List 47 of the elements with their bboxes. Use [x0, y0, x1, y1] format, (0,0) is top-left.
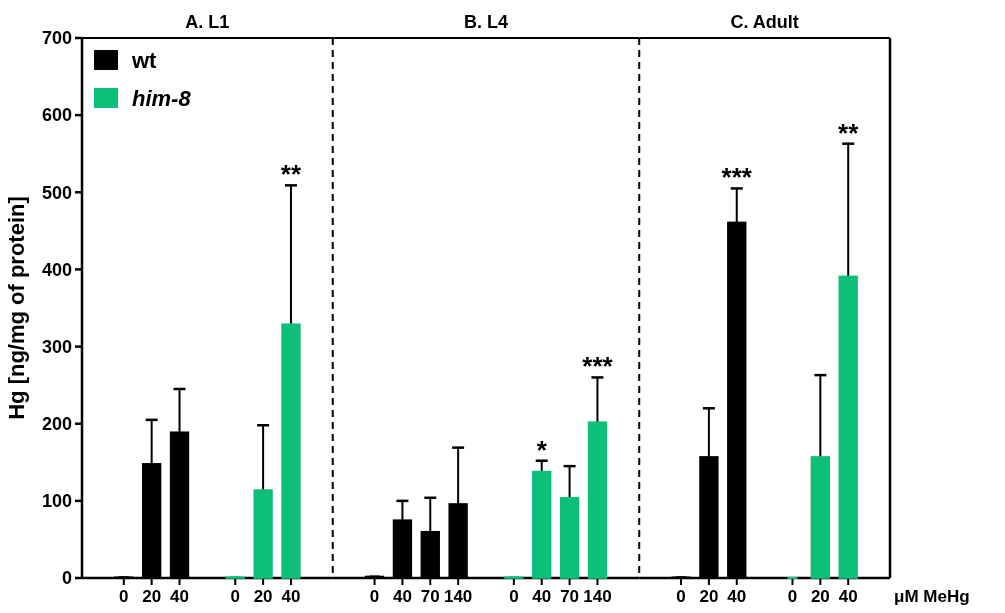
x-tick-label: 40 [727, 587, 747, 606]
bar [253, 489, 273, 579]
legend-label: him-8 [132, 85, 192, 111]
x-axis-title: μM MeHg [894, 587, 970, 606]
y-tick-label: 500 [41, 182, 72, 203]
x-tick-label: 0 [509, 587, 519, 606]
x-tick-label: 0 [369, 587, 380, 606]
y-tick-label: 300 [41, 336, 72, 357]
data-label: * [536, 434, 548, 465]
x-tick-label: 40 [838, 587, 858, 606]
y-tick-label: 100 [41, 491, 72, 512]
bar [810, 456, 831, 579]
data-label: *** [721, 162, 753, 193]
x-tick-label: 20 [699, 587, 719, 606]
y-tick-label: 600 [41, 105, 72, 126]
x-tick-label: 20 [810, 587, 830, 606]
chart-title: B. L4 [463, 12, 509, 32]
x-tick-label: 70 [560, 587, 580, 606]
x-tick-label: 20 [253, 587, 273, 606]
bar [587, 421, 608, 579]
x-tick-label: 40 [281, 587, 301, 606]
x-tick-label: 0 [676, 587, 686, 606]
chart-title: A. L1 [185, 12, 230, 32]
annotation: ** [280, 159, 302, 190]
bar [281, 323, 301, 579]
x-tick-label: 0 [787, 587, 798, 606]
x-tick-label: 0 [230, 587, 240, 606]
y-tick-label: 200 [41, 414, 72, 435]
chart-title: C. Adult [730, 12, 799, 32]
y-tick-label: 400 [41, 259, 72, 280]
legend-label: wt [131, 47, 158, 73]
x-tick-label: 40 [532, 587, 552, 606]
annotation: ** [838, 117, 860, 148]
x-tick-label: 140 [443, 587, 473, 606]
x-tick-label: 20 [142, 587, 162, 606]
bar [838, 275, 858, 579]
bar [559, 497, 580, 579]
x-tick-label: 140 [583, 587, 612, 606]
x-tick-label: 0 [119, 587, 129, 606]
y-axis-title: Hg [ng/mg of protein] [4, 196, 29, 420]
data-label: *** [582, 351, 614, 382]
y-tick-label: 700 [41, 28, 72, 49]
bar [532, 470, 552, 579]
y-tick-label: 0 [61, 568, 72, 589]
x-tick-label: 40 [392, 587, 412, 606]
x-tick-label: 70 [420, 587, 440, 606]
x-tick-label: 40 [170, 587, 189, 606]
